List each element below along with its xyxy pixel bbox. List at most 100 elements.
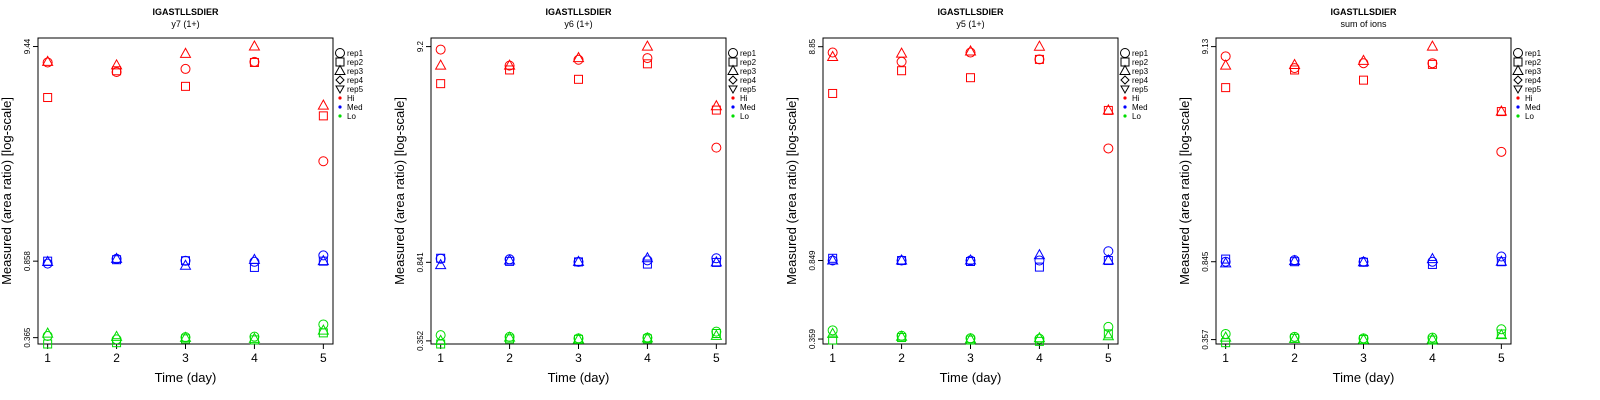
legend-marker-rep5: [335, 85, 345, 95]
legend-marker-lo: [731, 114, 735, 118]
data-point-med-rep3: [572, 255, 585, 266]
y-tick-label: 0.359: [808, 328, 817, 349]
x-tick-label: 4: [1429, 351, 1436, 365]
data-point-hi-rep2: [1359, 75, 1368, 85]
data-point-hi-rep2: [897, 66, 907, 76]
y-tick-label: 0.365: [23, 327, 32, 348]
x-tick-label: 3: [575, 351, 582, 365]
legend-label-rep4: rep4: [740, 76, 757, 85]
data-point-med-rep3: [826, 253, 839, 265]
data-point-hi-rep2: [1290, 65, 1300, 75]
data-point-med-rep3: [110, 252, 123, 263]
legend-label-med: Med: [347, 103, 363, 112]
data-point-hi-rep2: [828, 88, 838, 98]
legend-marker-rep5: [1120, 85, 1130, 95]
legend-marker-rep1: [728, 48, 738, 58]
legend-label-lo: Lo: [347, 112, 356, 121]
x-tick-label: 1: [1222, 351, 1229, 365]
data-point-hi-rep2: [505, 65, 515, 75]
legend-label-rep4: rep4: [1132, 76, 1149, 85]
data-point-hi-rep2: [574, 74, 583, 84]
legend-marker-rep3: [1119, 64, 1131, 75]
chart-title: IGASTLLSDIER: [545, 7, 612, 17]
x-tick-label: 1: [829, 351, 836, 365]
legend-label-rep1: rep1: [1525, 49, 1542, 58]
legend-marker-rep4: [728, 75, 738, 85]
legend-marker-rep1: [1120, 48, 1130, 58]
legend-label-rep4: rep4: [347, 76, 364, 85]
x-tick-label: 5: [1498, 351, 1505, 365]
data-point-hi-rep1: [896, 56, 907, 67]
data-point-hi-rep3: [503, 59, 516, 70]
data-point-lo-rep3: [710, 329, 723, 340]
legend-marker-hi: [1123, 96, 1127, 100]
data-point-hi-rep2: [318, 111, 328, 121]
legend-label-rep2: rep2: [347, 58, 364, 67]
data-point-lo-rep2: [43, 339, 53, 349]
chart-subtitle: y5 (1+): [956, 19, 984, 29]
legend-marker-lo: [1123, 114, 1127, 118]
plot-frame: [822, 37, 1119, 345]
data-point-med-rep3: [1033, 248, 1046, 260]
x-tick-label: 4: [644, 351, 651, 365]
data-point-med-rep1: [249, 256, 260, 267]
data-point-hi-rep1: [1103, 143, 1114, 154]
x-tick-label: 1: [437, 351, 444, 365]
data-point-lo-rep1: [896, 330, 907, 341]
data-point-med-rep2: [1427, 259, 1437, 269]
data-point-hi-rep3: [434, 59, 447, 70]
legend-label-rep2: rep2: [1525, 58, 1542, 67]
data-point-hi-rep1: [1034, 54, 1045, 65]
data-point-hi-rep1: [318, 156, 329, 167]
legend-marker-med: [338, 105, 342, 109]
data-point-med-rep3: [710, 255, 723, 267]
data-point-lo-rep3: [41, 327, 54, 338]
data-point-hi-rep3: [1219, 59, 1232, 70]
legend-label-hi: Hi: [740, 94, 748, 103]
data-point-lo-rep3: [434, 334, 447, 345]
data-point-med-rep2: [436, 253, 446, 263]
legend-label-rep2: rep2: [1132, 58, 1149, 67]
data-point-med-rep2: [1221, 254, 1231, 264]
chart-panel-4: IGASTLLSDIER sum of ions 1 2 3 4 5 Time (day) 0.…: [1178, 7, 1542, 385]
data-point-hi-rep3: [317, 99, 330, 110]
data-point-lo-rep2: [828, 335, 838, 345]
data-point-hi-rep2: [249, 57, 259, 67]
legend-label-rep1: rep1: [740, 49, 757, 58]
legend-marker-rep5: [728, 85, 738, 95]
legend-label-lo: Lo: [740, 112, 749, 121]
legend-marker-hi: [731, 96, 735, 100]
x-axis-label: Time (day): [548, 370, 610, 385]
y-axis-label: Measured (area ratio) [log-scale]: [0, 97, 14, 285]
data-point-hi-rep3: [1357, 54, 1370, 65]
data-point-med-rep3: [1357, 255, 1370, 267]
legend-marker-rep4: [1513, 75, 1523, 85]
data-point-lo-rep1: [965, 333, 976, 344]
data-point-hi-rep2: [966, 73, 975, 83]
x-tick-label: 1: [44, 351, 51, 365]
x-tick-label: 3: [182, 351, 189, 365]
data-point-lo-rep2: [112, 338, 122, 348]
legend-label-rep5: rep5: [1132, 85, 1149, 94]
data-point-lo-rep2: [1221, 338, 1231, 348]
data-point-hi-rep3: [110, 58, 123, 70]
legend-marker-lo: [338, 114, 342, 118]
data-point-hi-rep3: [179, 47, 192, 58]
chart-panel-3: IGASTLLSDIER y5 (1+) 1 2 3 4 5 Time (day) 0.359 0…: [785, 7, 1149, 385]
legend-label-rep2: rep2: [740, 58, 757, 67]
data-point-hi-rep3: [572, 51, 585, 63]
y-tick-label: 8.85: [808, 38, 817, 54]
data-point-lo-rep3: [110, 330, 123, 341]
chart-title: IGASTLLSDIER: [152, 7, 219, 17]
x-tick-label: 2: [898, 351, 905, 365]
data-point-lo-rep1: [711, 326, 722, 337]
data-point-lo-rep3: [1102, 329, 1115, 341]
legend-marker-rep4: [335, 75, 345, 85]
data-point-med-rep3: [1102, 253, 1115, 265]
data-point-hi-rep2: [1221, 83, 1231, 93]
data-point-lo-rep3: [572, 332, 585, 344]
data-point-med-rep1: [1496, 251, 1507, 262]
legend-label-rep1: rep1: [1132, 49, 1149, 58]
data-point-hi-rep3: [1033, 40, 1046, 51]
legend-label-rep3: rep3: [1525, 67, 1542, 76]
